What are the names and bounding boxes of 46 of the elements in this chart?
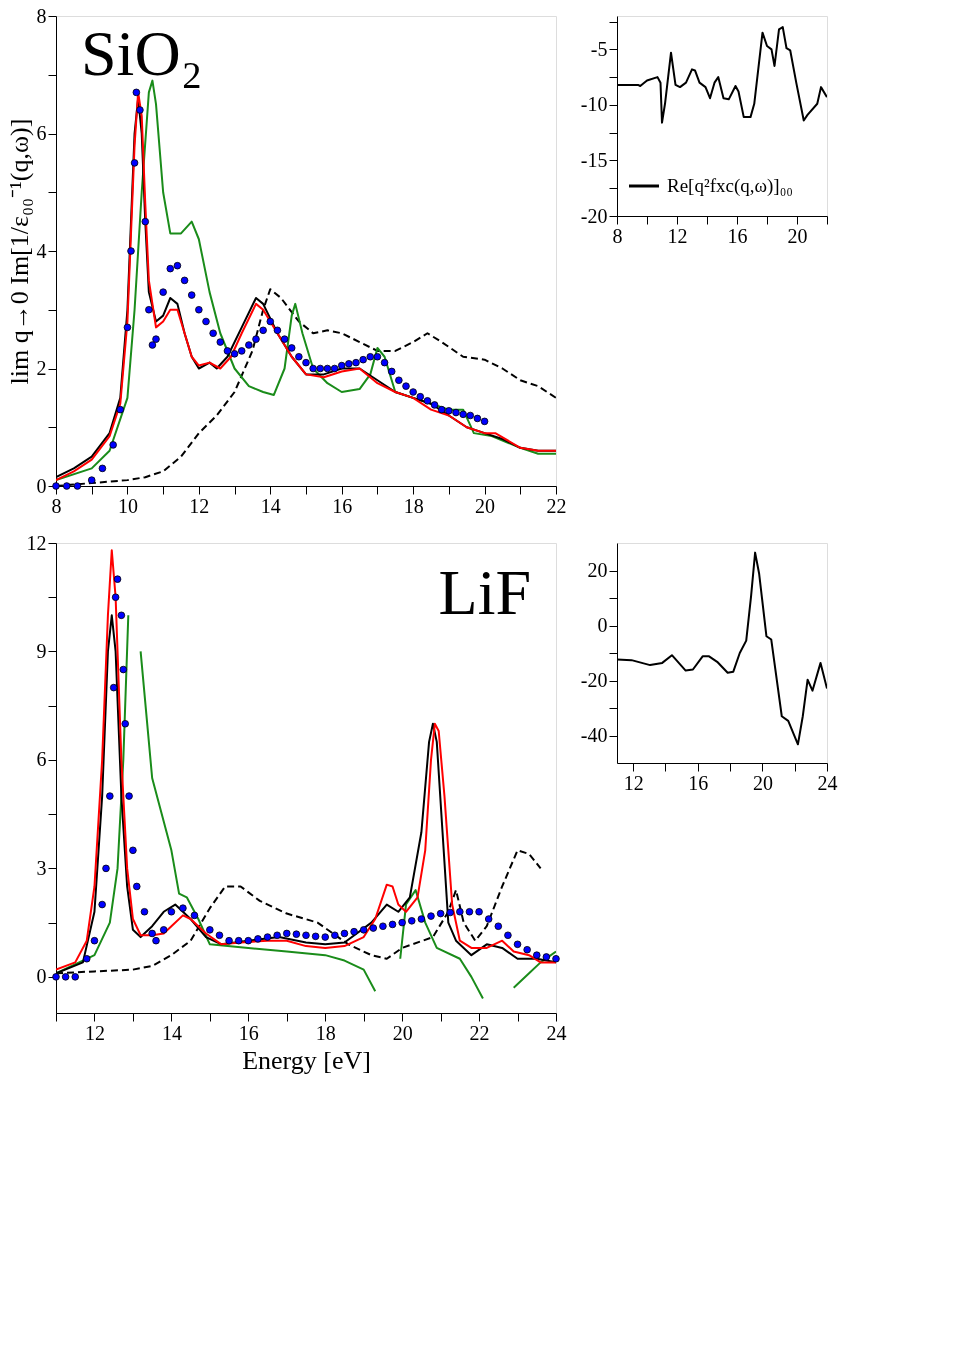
- y-tick-label: 9: [36, 639, 47, 662]
- annotation: SiO₂: [81, 18, 203, 89]
- legend-label: Re[q²fxc(q,ω)]₀₀: [667, 175, 793, 197]
- annotation: LiF: [438, 557, 531, 628]
- y-tick-label: 20: [587, 559, 608, 581]
- x-tick-label: 20: [752, 771, 773, 794]
- x-tick-label: 24: [817, 771, 838, 794]
- x-tick-label: 20: [475, 494, 496, 517]
- x-tick-label: 8: [612, 224, 623, 247]
- x-tick-label: 10: [117, 494, 138, 517]
- y-tick-label: -5: [590, 37, 608, 60]
- x-tick-label: 22: [546, 494, 567, 517]
- y-tick-label: -40: [580, 724, 608, 746]
- x-tick-label: 14: [161, 1021, 182, 1044]
- x-tick-label: 22: [469, 1021, 490, 1044]
- x-tick-label: 16: [238, 1021, 259, 1044]
- y-tick-label: 0: [36, 474, 47, 497]
- x-tick-label: 12: [189, 494, 210, 517]
- x-tick-label: 12: [623, 771, 644, 794]
- y-tick-label: 0: [597, 614, 608, 636]
- x-tick-label: 16: [688, 771, 709, 794]
- y-tick-label: 6: [36, 748, 47, 771]
- y-tick-label: -20: [580, 204, 608, 227]
- y-tick-label: 2: [36, 357, 47, 379]
- x-tick-label: 8: [51, 494, 62, 517]
- y-tick-label: 6: [36, 122, 47, 144]
- x-tick-label: 18: [315, 1021, 336, 1044]
- x-tick-label: 12: [84, 1021, 105, 1044]
- x-tick-label: 20: [787, 224, 808, 247]
- x-tick-label: 18: [403, 494, 424, 517]
- y-tick-label: 12: [26, 531, 47, 554]
- x-tick-label: 24: [546, 1021, 567, 1044]
- x-tick-label: 16: [332, 494, 353, 517]
- x-tick-label: 20: [392, 1021, 413, 1044]
- y-tick-label: 4: [36, 239, 47, 262]
- x-tick-label: 16: [727, 224, 748, 247]
- y-tick-label: 3: [36, 856, 47, 879]
- y-tick-label: -20: [580, 669, 608, 691]
- x-tick-label: 12: [667, 224, 688, 247]
- y-tick-label: 0: [36, 965, 47, 988]
- y-axis-title: lim q→0 Im[1/ε₀₀⁻¹(q,ω)]: [4, 118, 34, 385]
- x-tick-label: 14: [260, 494, 281, 517]
- y-tick-label: -10: [580, 93, 608, 116]
- y-tick-label: -15: [580, 148, 608, 171]
- y-tick-label: 8: [36, 4, 47, 27]
- x-axis-title: Energy [eV]: [242, 1045, 371, 1075]
